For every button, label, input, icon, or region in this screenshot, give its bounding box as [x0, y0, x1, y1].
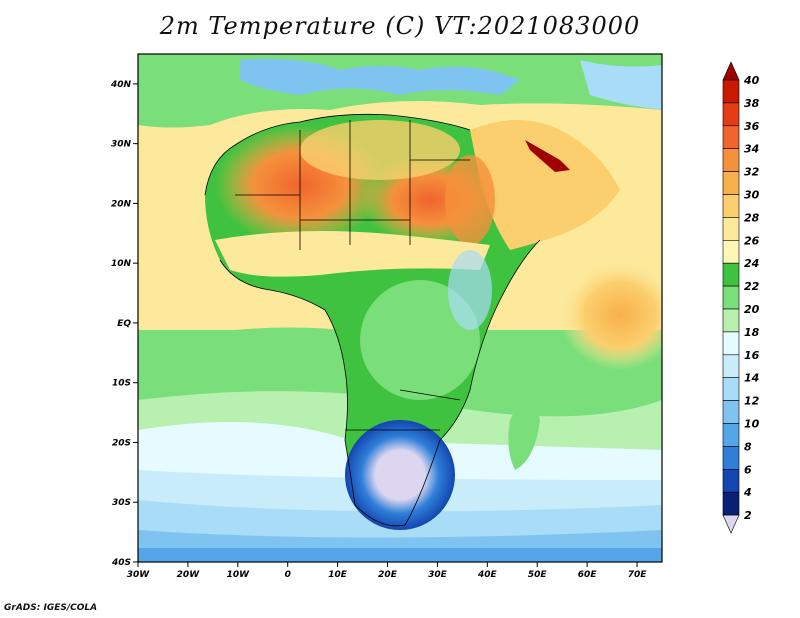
legend-label: 40: [743, 74, 760, 87]
legend-swatch: [722, 240, 740, 264]
red-sea-heat: [445, 155, 495, 245]
lat-tick-label: 30N: [111, 140, 132, 150]
lat-tick-label: 20S: [112, 438, 131, 448]
lon-tick-label: 30E: [428, 570, 448, 580]
legend-label: 8: [744, 440, 752, 453]
congo-basin: [360, 280, 480, 400]
indian-ocean-warm-pool: [560, 260, 662, 370]
legend-swatch: [722, 217, 740, 241]
legend-label: 16: [744, 349, 760, 362]
madagascar: [508, 399, 540, 470]
legend-swatch: [722, 491, 740, 516]
temperature-map: 40N 30N 20N 10N EQ 10S 20S 30S 40S 30W 20W 10W 0 10E…: [110, 53, 760, 580]
persian-gulf-hotspot: [525, 140, 570, 172]
legend-swatch: [722, 194, 740, 218]
lat-tick-label: 30S: [112, 498, 131, 508]
ethiopian-highlands: [448, 250, 492, 330]
map-title: 2m Temperature (C) VT:2021083000: [159, 12, 641, 40]
caucasus-cool: [580, 60, 662, 110]
lat-tick-label: 40N: [110, 80, 132, 90]
legend-top-arrow: [722, 61, 740, 81]
legend-label: 14: [744, 372, 759, 385]
lon-tick-label: 20E: [378, 570, 398, 580]
legend-label: 28: [744, 211, 760, 224]
legend-swatch: [722, 79, 740, 104]
legend-label: 6: [744, 463, 752, 476]
legend-label: 32: [744, 166, 760, 179]
latitude-axis: 40N 30N 20N 10N EQ 10S 20S 30S 40S: [110, 80, 138, 568]
legend-swatch: [722, 400, 740, 424]
legend-label: 38: [744, 97, 760, 110]
legend-label: 34: [744, 143, 759, 156]
lon-tick-label: 50E: [528, 570, 548, 580]
legend-label: 4: [743, 486, 752, 499]
lon-tick-label: 30W: [127, 570, 151, 580]
lon-tick-label: 10E: [328, 570, 348, 580]
lon-tick-label: 70E: [628, 570, 648, 580]
lon-tick-label: 10W: [227, 570, 251, 580]
legend-label: 26: [744, 234, 760, 247]
grads-credit: GrADS: IGES/COLA: [4, 603, 98, 613]
legend-swatch: [722, 468, 740, 493]
legend-swatch: [722, 423, 740, 447]
legend-label: 12: [744, 395, 760, 408]
legend-swatch: [722, 354, 740, 378]
legend-label: 36: [744, 120, 760, 133]
country-borders: [204, 113, 541, 527]
lon-tick-label: 60E: [578, 570, 598, 580]
legend-label: 20: [744, 303, 760, 316]
legend-swatch: [722, 102, 740, 127]
longitude-axis: 30W 20W 10W 0 10E 20E 30E 40E 50E 60E 70E: [127, 562, 647, 580]
legend-swatch: [722, 125, 740, 150]
lat-tick-label: 10S: [112, 379, 131, 389]
legend-bottom-arrow: [722, 514, 740, 534]
legend-swatch: [722, 148, 740, 172]
lat-tick-label: EQ: [117, 319, 131, 329]
lat-tick-label: 10N: [111, 259, 132, 269]
legend-label: 22: [744, 280, 760, 293]
lat-tick-label: 40S: [111, 558, 131, 568]
arabian-peninsula: [470, 120, 620, 250]
legend-swatch: [722, 377, 740, 401]
ocean-cold-band: [138, 548, 662, 562]
lon-tick-label: 0: [285, 570, 291, 580]
legend-label: 2: [744, 509, 752, 522]
legend-label: 24: [744, 257, 759, 270]
map-frame: [137, 53, 663, 563]
libya-desert: [300, 120, 460, 180]
legend-swatch: [722, 171, 740, 195]
legend-label: 10: [744, 418, 760, 431]
lat-tick-label: 20N: [111, 199, 132, 209]
lon-tick-label: 40E: [477, 570, 498, 580]
legend-label: 30: [744, 189, 760, 202]
sahel-belt: [215, 231, 490, 277]
legend-swatch: [722, 308, 740, 333]
legend-swatch: [722, 285, 740, 310]
color-legend: 40 38 36 34 32 30 28 26 24 22 20 18 16 14 12 10 8 6 4 2: [722, 61, 760, 534]
legend-swatch: [722, 262, 740, 287]
legend-label: 18: [744, 326, 760, 339]
legend-swatch: [722, 331, 740, 356]
mediterranean-cool: [240, 58, 520, 95]
legend-swatch: [722, 446, 740, 470]
southern-africa-cold: [345, 420, 455, 530]
lon-tick-label: 20W: [177, 570, 201, 580]
